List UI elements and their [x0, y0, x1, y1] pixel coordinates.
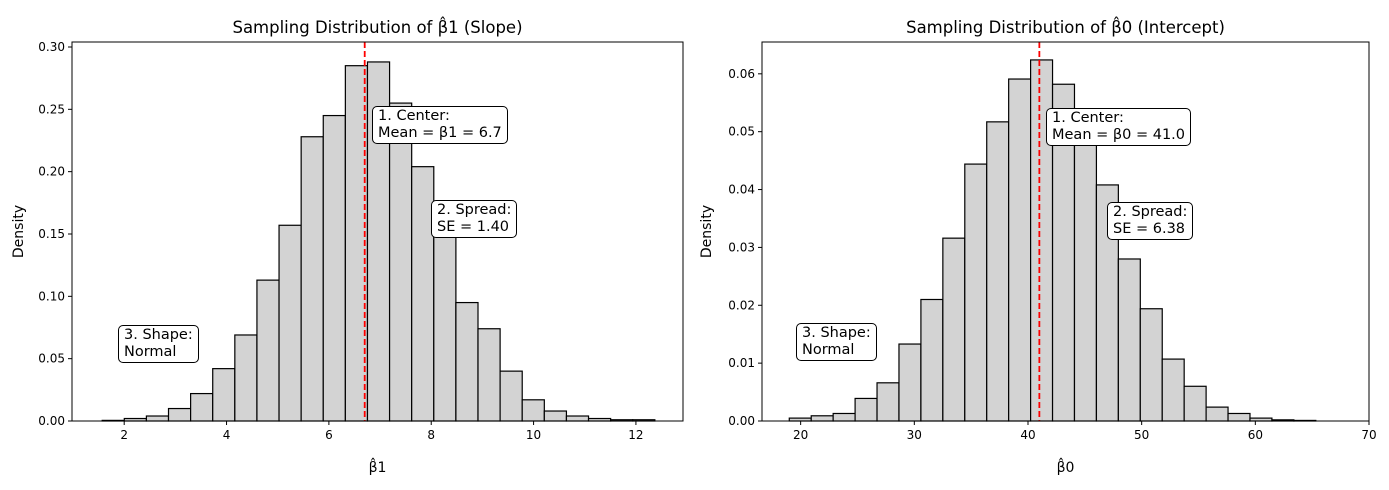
histogram-bar — [876, 382, 900, 422]
annotation-text: 3. Shape: — [802, 325, 871, 341]
y-tick-label: 0.10 — [38, 289, 65, 303]
annotation-text: SE = 1.40 — [437, 219, 510, 235]
histogram-bar — [898, 343, 922, 422]
x-tick-label: 4 — [223, 428, 231, 442]
annotation-text: 3. Shape: — [124, 327, 193, 343]
x-tick-label: 50 — [1134, 428, 1149, 442]
y-tick-label: 0.15 — [38, 227, 65, 241]
x-axis-label: β̂1 — [369, 457, 387, 476]
x-tick-label: 2 — [120, 428, 128, 442]
histogram-bar — [810, 415, 834, 422]
annotation-text: 1. Center: — [378, 108, 450, 124]
y-tick-label: 0.03 — [728, 240, 755, 254]
histogram-bar — [942, 237, 966, 422]
axes-frame — [761, 41, 1370, 422]
histogram-bar — [1139, 308, 1163, 422]
histogram-bar — [1183, 385, 1207, 422]
histogram-bar — [1117, 258, 1141, 422]
x-tick-label: 70 — [1361, 428, 1376, 442]
y-tick-label: 0.00 — [728, 414, 755, 428]
histogram-bar — [300, 136, 324, 422]
y-tick-label: 0.25 — [38, 102, 65, 116]
annotation-text: Normal — [802, 342, 855, 358]
histogram-bar — [278, 224, 302, 422]
histogram-bar — [455, 301, 479, 422]
histogram-bar — [543, 410, 568, 422]
x-tick-label: 60 — [1248, 428, 1263, 442]
annotation-spread-slope: 2. Spread: SE = 1.40 — [431, 200, 518, 238]
x-tick-label: 6 — [325, 428, 333, 442]
axes-frame — [71, 41, 684, 422]
x-axis-label: β̂0 — [1057, 457, 1075, 476]
annotation-text: Normal — [124, 344, 177, 360]
histogram-bar — [388, 102, 413, 422]
histogram-bar — [499, 370, 523, 422]
histogram-bar — [1073, 136, 1098, 422]
y-tick-label: 0.05 — [728, 125, 755, 139]
x-tick-label: 12 — [628, 428, 643, 442]
histogram-bar — [986, 121, 1010, 422]
y-tick-label: 0.00 — [38, 414, 65, 428]
y-tick-label: 0.20 — [38, 165, 65, 179]
y-tick-label: 0.01 — [728, 356, 755, 370]
annotation-spread-intercept: 2. Spread: SE = 6.38 — [1107, 202, 1194, 240]
annotation-text: Mean = β1 = 6.7 — [378, 125, 502, 141]
y-tick-label: 0.30 — [38, 40, 65, 54]
annotation-shape-intercept: 3. Shape: Normal — [796, 323, 877, 361]
y-axis-label: Density — [699, 205, 715, 258]
y-axis-label: Density — [11, 205, 27, 258]
annotation-text: 2. Spread: — [437, 202, 512, 218]
annotation-center-slope: 1. Center: Mean = β1 = 6.7 — [372, 106, 508, 144]
histogram-bar — [190, 392, 214, 422]
histogram-bar — [1205, 406, 1229, 422]
chart-title: Sampling Distribution of β̂0 (Intercept) — [906, 17, 1225, 37]
histogram-bar — [565, 415, 590, 422]
histogram-bar — [433, 230, 457, 422]
histogram-bar — [920, 298, 944, 422]
y-tick-label: 0.04 — [728, 183, 755, 197]
x-tick-label: 40 — [1020, 428, 1035, 442]
histogram-bar — [1227, 412, 1251, 422]
annotation-text: Mean = β0 = 41.0 — [1052, 127, 1186, 143]
histogram-bar — [477, 328, 501, 422]
histogram-bar — [964, 163, 988, 422]
annotation-text: 2. Spread: — [1113, 204, 1188, 220]
chart-title: Sampling Distribution of β̂1 (Slope) — [232, 17, 522, 37]
histogram-bar — [212, 368, 236, 422]
histogram-bar — [1008, 78, 1032, 422]
histogram-bar — [145, 415, 170, 422]
histogram-bar — [322, 114, 346, 422]
annotation-text: SE = 6.38 — [1113, 221, 1186, 237]
histogram-bar — [1161, 358, 1185, 422]
annotation-center-intercept: 1. Center: Mean = β0 = 41.0 — [1046, 108, 1192, 146]
annotation-text: 1. Center: — [1052, 110, 1124, 126]
histogram-bar — [256, 279, 280, 422]
x-tick-label: 8 — [427, 428, 435, 442]
y-tick-label: 0.06 — [728, 67, 755, 81]
histogram-bar — [521, 399, 545, 422]
annotation-shape-slope: 3. Shape: Normal — [118, 325, 199, 363]
histogram-bar — [234, 334, 258, 422]
histogram-bar — [854, 397, 878, 422]
y-tick-label: 0.05 — [38, 352, 65, 366]
x-tick-label: 10 — [526, 428, 541, 442]
histogram-bar — [167, 407, 192, 422]
y-tick-label: 0.02 — [728, 298, 755, 312]
histogram-bar — [832, 412, 856, 422]
x-tick-label: 20 — [793, 428, 808, 442]
x-tick-label: 30 — [907, 428, 922, 442]
